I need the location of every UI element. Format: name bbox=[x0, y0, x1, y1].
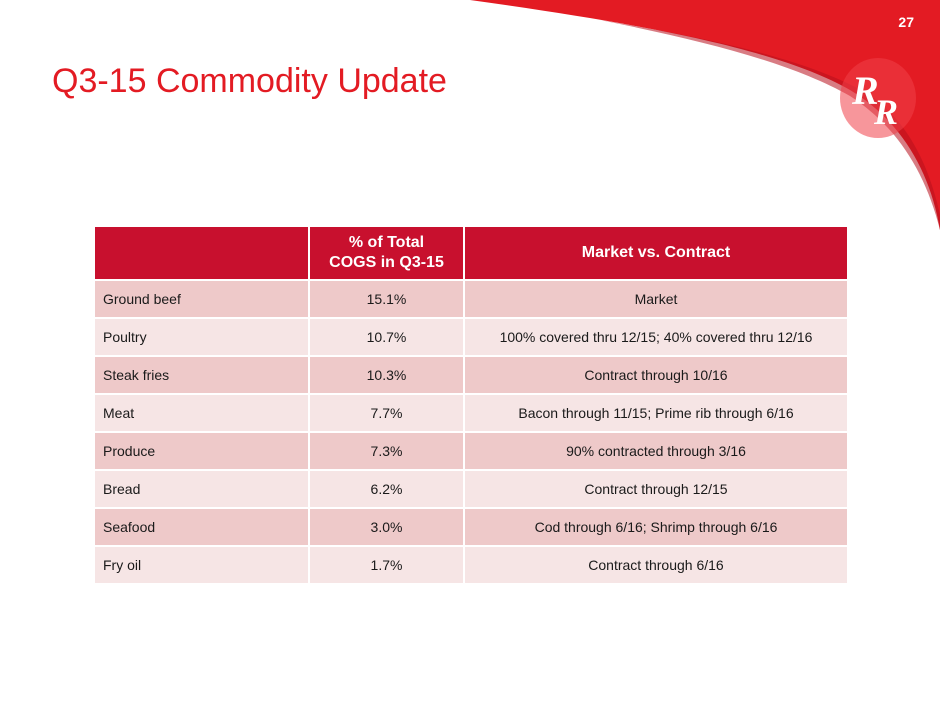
table-row: Bread 6.2% Contract through 12/15 bbox=[95, 469, 847, 508]
cogs-percent: 6.2% bbox=[309, 469, 465, 508]
contract-status: 90% contracted through 3/16 bbox=[464, 431, 847, 470]
header-pct-cogs: % of Total COGS in Q3-15 bbox=[309, 227, 465, 280]
red-robin-logo: R R bbox=[840, 58, 916, 138]
commodity-name: Seafood bbox=[95, 507, 310, 546]
cogs-percent: 1.7% bbox=[309, 545, 465, 583]
table-row: Seafood 3.0% Cod through 6/16; Shrimp th… bbox=[95, 507, 847, 546]
commodity-name: Meat bbox=[95, 393, 310, 432]
commodity-name: Steak fries bbox=[95, 355, 310, 394]
contract-status: Contract through 10/16 bbox=[464, 355, 847, 394]
svg-text:R: R bbox=[851, 68, 879, 113]
header-pct-line-1: % of Total bbox=[348, 234, 425, 251]
contract-status: Contract through 6/16 bbox=[464, 545, 847, 583]
svg-text:R: R bbox=[873, 92, 898, 132]
table-row: Poultry 10.7% 100% covered thru 12/15; 4… bbox=[95, 317, 847, 356]
table-row: Produce 7.3% 90% contracted through 3/16 bbox=[95, 431, 847, 470]
cogs-percent: 7.3% bbox=[309, 431, 465, 470]
cogs-percent: 3.0% bbox=[309, 507, 465, 546]
cogs-percent: 10.3% bbox=[309, 355, 465, 394]
table-header-row: % of Total COGS in Q3-15 Market vs. Cont… bbox=[95, 227, 847, 280]
contract-status: Bacon through 11/15; Prime rib through 6… bbox=[464, 393, 847, 432]
header-market-vs-contract: Market vs. Contract bbox=[464, 227, 847, 280]
commodity-name: Produce bbox=[95, 431, 310, 470]
page-number: 27 bbox=[898, 14, 914, 30]
cogs-percent: 15.1% bbox=[309, 279, 465, 318]
header-pct-line-2: COGS in Q3-15 bbox=[329, 254, 444, 271]
commodity-name: Ground beef bbox=[95, 279, 310, 318]
contract-status: Market bbox=[464, 279, 847, 318]
header-item bbox=[95, 227, 310, 280]
commodity-name: Fry oil bbox=[95, 545, 310, 583]
commodity-name: Poultry bbox=[95, 317, 310, 356]
cogs-percent: 7.7% bbox=[309, 393, 465, 432]
table-row: Steak fries 10.3% Contract through 10/16 bbox=[95, 355, 847, 394]
contract-status: 100% covered thru 12/15; 40% covered thr… bbox=[464, 317, 847, 356]
table-row: Meat 7.7% Bacon through 11/15; Prime rib… bbox=[95, 393, 847, 432]
contract-status: Cod through 6/16; Shrimp through 6/16 bbox=[464, 507, 847, 546]
table-row: Fry oil 1.7% Contract through 6/16 bbox=[95, 545, 847, 583]
cogs-percent: 10.7% bbox=[309, 317, 465, 356]
commodity-table: % of Total COGS in Q3-15 Market vs. Cont… bbox=[95, 227, 847, 583]
slide-title: Q3-15 Commodity Update bbox=[52, 62, 447, 100]
table-row: Ground beef 15.1% Market bbox=[95, 279, 847, 318]
contract-status: Contract through 12/15 bbox=[464, 469, 847, 508]
commodity-name: Bread bbox=[95, 469, 310, 508]
